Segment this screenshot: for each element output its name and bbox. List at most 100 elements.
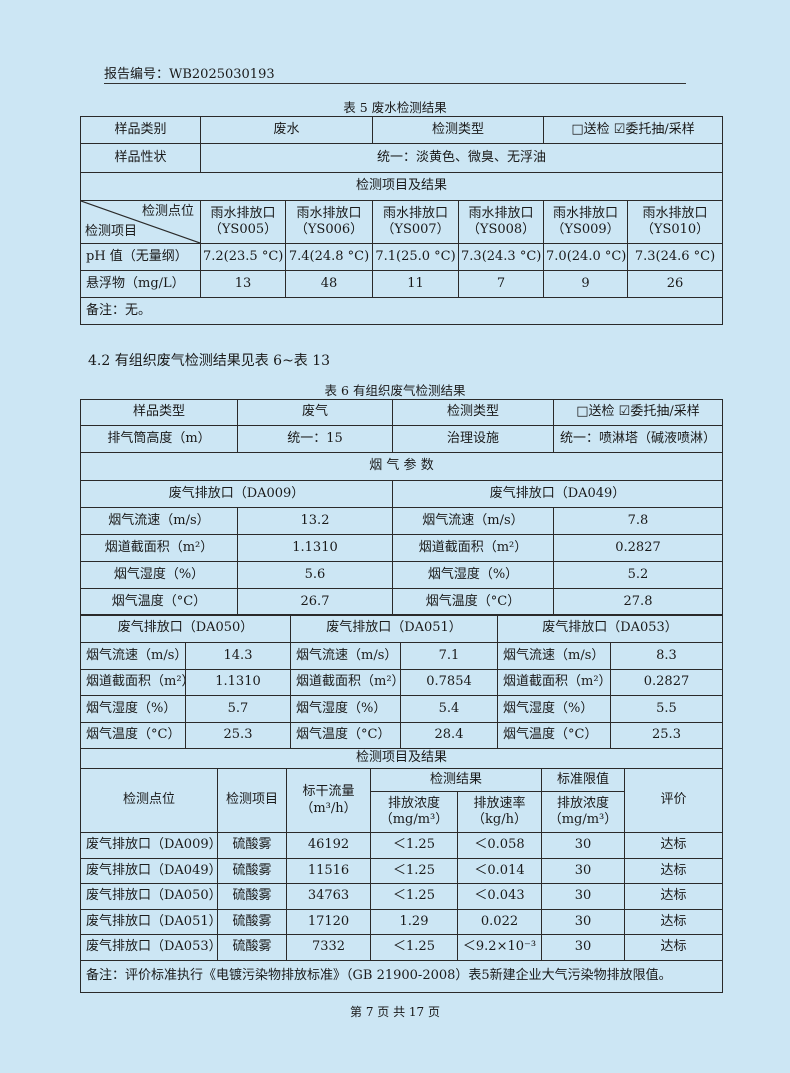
table-row: 废气排放口（DA051） 硫酸雾 17120 1.29 0.022 30 达标	[80, 908, 724, 935]
corner-bottom: 检测项目	[85, 223, 138, 239]
table-row: 悬浮物（mg/L） 13 48 11 7 9 26	[80, 270, 724, 298]
value: 48	[284, 270, 374, 298]
cell: 0.022	[457, 908, 542, 935]
cell: ＜0.043	[457, 883, 542, 910]
col-flow-unit: （m³/h）	[300, 800, 357, 816]
label: 样品类别	[80, 116, 201, 144]
param-value: 7.8	[553, 507, 723, 535]
value: 9	[543, 270, 629, 298]
col-rate-unit: （kg/h）	[472, 812, 527, 827]
report-number: 报告编号：WB2025030193	[104, 63, 686, 84]
cell: ＜0.058	[457, 832, 542, 859]
param-label: 烟气温度（°C）	[80, 721, 186, 749]
cell: 30	[541, 857, 625, 884]
param-label: 烟气湿度（%）	[497, 695, 611, 723]
col-eval: 评价	[623, 768, 724, 833]
cell: ＜1.25	[370, 883, 458, 910]
test-type-checkboxes: □送检 ☑委托抽/采样	[553, 399, 723, 426]
param-label: 烟气流速（m/s）	[392, 507, 554, 535]
table-row: 废气排放口（DA049） 硫酸雾 11516 ＜1.25 ＜0.014 30 达标	[80, 857, 724, 884]
col-rate: 排放速率 （kg/h）	[457, 791, 542, 833]
outlet-name: 废气排放口（DA050）	[80, 614, 291, 643]
param-label: 烟道截面积（m²）	[80, 534, 238, 562]
label: 检测类型	[392, 399, 554, 426]
cell: ＜1.25	[370, 832, 458, 859]
cell: 达标	[623, 832, 724, 859]
col-point: 检测点位	[80, 768, 218, 833]
cell: 达标	[623, 908, 724, 935]
section-title: 检测项目及结果	[79, 172, 724, 201]
point-header: 雨水排放口（YS009）	[543, 200, 629, 244]
param-label: 烟气湿度（%）	[392, 561, 554, 589]
cell: 34763	[286, 883, 371, 910]
value: 7	[458, 270, 545, 298]
col-rate-label: 排放速率	[473, 795, 526, 811]
value: 7.4(24.8 °C)	[284, 243, 374, 271]
wastewater-table: 样品类别 废水 检测类型 □送检 ☑委托抽/采样 样品性状 统一：淡黄色、微臭、…	[79, 116, 724, 325]
outlet-name: 废气排放口（DA051）	[290, 614, 498, 643]
remark: 备注：评价标准执行《电镀污染物排放标准》（GB 21900-2008）表5新建企…	[79, 959, 724, 993]
param-value: 5.7	[185, 695, 291, 723]
table5-caption: 表 5 废水检测结果	[343, 100, 447, 115]
param-label: 烟气流速（m/s）	[290, 642, 401, 670]
point-header: 雨水排放口（YS005）	[200, 200, 286, 244]
param-value: 5.5	[610, 695, 723, 723]
table-row: 烟气湿度（%） 5.7 烟气湿度（%） 5.4 烟气湿度（%） 5.5	[80, 695, 723, 723]
value: 废水	[199, 116, 374, 144]
value: 统一：淡黄色、微臭、无浮油	[199, 143, 724, 173]
label: 排气筒高度（m）	[80, 425, 238, 453]
cell: 硫酸雾	[217, 908, 287, 935]
value: 7.3(24.6 °C)	[627, 243, 724, 271]
param-value: 8.3	[610, 642, 723, 670]
value: 7.1(25.0 °C)	[372, 243, 460, 271]
table-row: 烟气温度（°C） 25.3 烟气温度（°C） 28.4 烟气温度（°C） 25.3	[80, 721, 723, 749]
cell: 硫酸雾	[217, 832, 287, 859]
cell: ＜0.014	[457, 857, 542, 884]
value: 统一：喷淋塔（碱液喷淋）	[553, 425, 723, 453]
point-header: 雨水排放口（YS010）	[627, 200, 724, 244]
param-label: 烟道截面积（m²）	[497, 668, 611, 696]
param-value: 28.4	[400, 721, 498, 749]
table-row: 烟气流速（m/s） 14.3 烟气流速（m/s） 7.1 烟气流速（m/s） 8.3	[80, 642, 723, 670]
col-conc-unit: （mg/m³）	[379, 812, 449, 827]
value: 11	[372, 270, 460, 298]
table-row: 烟道截面积（m²） 1.1310 烟道截面积（m²） 0.2827	[80, 534, 723, 562]
cell: 1.29	[370, 908, 458, 935]
param-label: 烟气湿度（%）	[80, 561, 238, 589]
exhaust-results-table: 检测项目及结果 检测点位 检测项目 标干流量 （m³/h） 检测结果 标准限值 评…	[79, 748, 724, 993]
cell: 硫酸雾	[217, 857, 287, 884]
value: 26	[627, 270, 724, 298]
cell: 30	[541, 832, 625, 859]
param-label: 烟道截面积（m²）	[290, 668, 401, 696]
table-row: 烟气流速（m/s） 13.2 烟气流速（m/s） 7.8	[80, 507, 723, 535]
point-header: 雨水排放口（YS008）	[458, 200, 545, 244]
cell: 11516	[286, 857, 371, 884]
param-value: 1.1310	[185, 668, 291, 696]
flue-title: 烟 气 参 数	[80, 452, 723, 481]
exhaust-gas-info-table: 样品类型 废气 检测类型 □送检 ☑委托抽/采样 排气筒高度（m） 统一：15 …	[80, 399, 723, 616]
param-value: 0.2827	[553, 534, 723, 562]
col-item: 检测项目	[217, 768, 287, 833]
param-label: 烟气湿度（%）	[290, 695, 401, 723]
outlet-name: 废气排放口（DA009）	[80, 480, 393, 508]
value: 7.3(24.3 °C)	[458, 243, 545, 271]
point-header: 雨水排放口（YS006）	[284, 200, 374, 244]
diagonal-header-cell: 检测点位 检测项目	[80, 200, 201, 244]
label: 治理设施	[392, 425, 554, 453]
section-heading: 4.2 有组织废气检测结果见表 6~表 13	[88, 353, 331, 369]
point-header: 雨水排放口（YS007）	[372, 200, 460, 244]
param-value: 7.1	[400, 642, 498, 670]
param-label: 烟道截面积（m²）	[392, 534, 554, 562]
param-label: 烟气温度（°C）	[392, 588, 554, 616]
table-row: pH 值（无量纲） 7.2(23.5 °C) 7.4(24.8 °C) 7.1(25.…	[80, 243, 724, 271]
param-label: 烟气温度（°C）	[290, 721, 401, 749]
page-number: 第 7 页 共 17 页	[350, 1005, 440, 1019]
col-flow: 标干流量 （m³/h）	[286, 768, 371, 833]
label: 检测类型	[372, 116, 545, 144]
table6-caption: 表 6 有组织废气检测结果	[324, 383, 466, 398]
cell: 46192	[286, 832, 371, 859]
param-value: 26.7	[237, 588, 393, 616]
value: 废气	[237, 399, 393, 426]
cell: 废气排放口（DA050）	[80, 883, 218, 910]
outlet-name: 废气排放口（DA053）	[497, 614, 723, 643]
